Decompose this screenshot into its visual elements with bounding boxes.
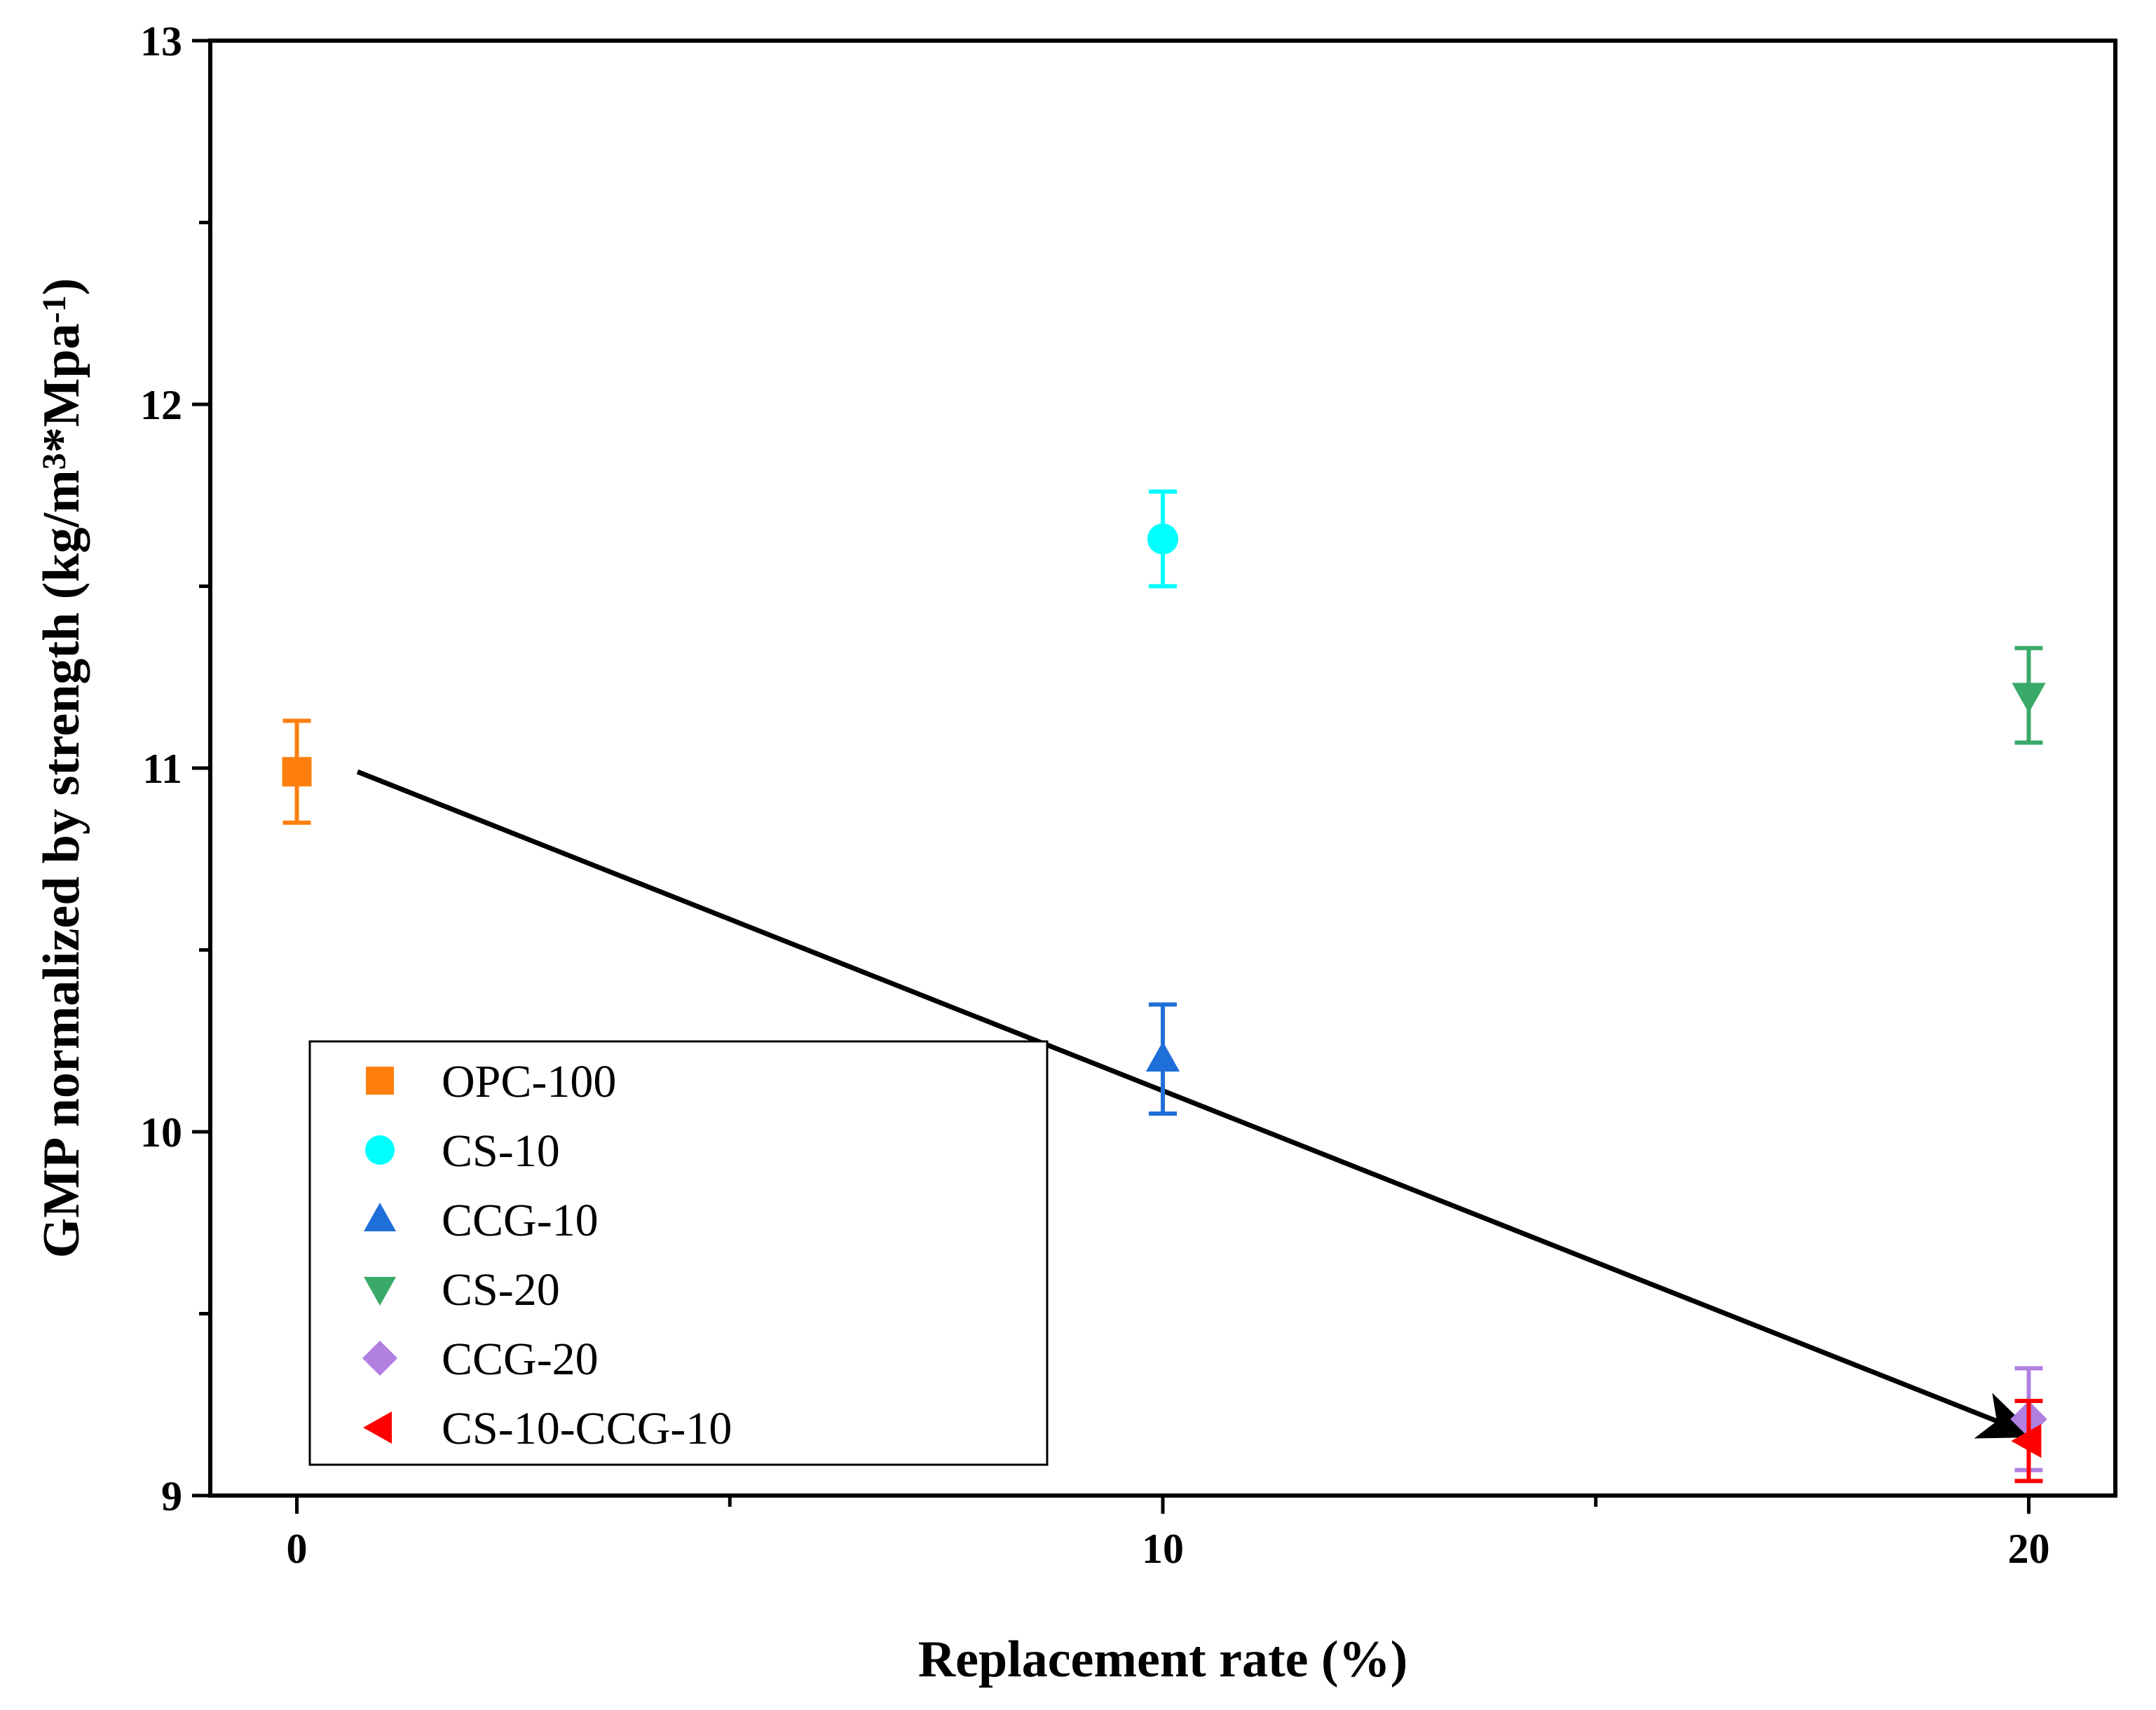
y-axis-title-part: GMP normalized by strength (kg/m (33, 470, 90, 1258)
data-point-ccg-10 (1145, 1041, 1180, 1072)
y-axis-title-part: ) (33, 278, 90, 296)
legend-marker (365, 1135, 395, 1165)
legend-marker (364, 1277, 396, 1306)
legend-marker (364, 1203, 396, 1231)
legend-label: CCG-20 (442, 1334, 599, 1385)
y-tick-label: 11 (142, 746, 182, 792)
series-cs-10-ccg-10 (2011, 1399, 2043, 1484)
x-tick-label: 10 (1142, 1526, 1184, 1572)
x-axis-title: Replacement rate (%) (918, 1631, 1408, 1688)
legend-item: CCG-20 (362, 1334, 599, 1385)
series-cs-20 (2012, 645, 2046, 745)
y-axis-title-part: *Mpa (33, 323, 90, 453)
x-tick-label: 0 (287, 1526, 308, 1572)
series-cs-10 (1147, 489, 1179, 589)
data-point-cs-20 (2012, 683, 2046, 713)
y-tick-label: 13 (140, 18, 182, 64)
y-axis-title: GMP normalized by strength (kg/m3*Mpa-1) (33, 278, 90, 1259)
legend-item: CS-20 (364, 1264, 560, 1315)
y-tick-label: 12 (140, 382, 182, 428)
legend-marker (363, 1411, 392, 1444)
legend-item: CS-10 (365, 1126, 560, 1177)
plot-frame (208, 39, 2117, 1498)
data-point-cs-10 (1147, 523, 1179, 555)
series-opc-100 (282, 718, 312, 825)
y-axis-title-superscript: -1 (36, 295, 73, 323)
series-ccg-10 (1145, 1002, 1180, 1116)
y-axis-title-superscript: 3 (36, 453, 73, 470)
data-point-opc-100 (282, 757, 312, 787)
legend-marker (362, 1341, 397, 1376)
legend-marker (366, 1067, 394, 1095)
trend-arrow (356, 769, 2038, 1439)
legend-label: CS-10 (442, 1126, 560, 1177)
data-layer (282, 489, 2047, 1484)
legend-label: CS-20 (442, 1264, 560, 1315)
annotation-layer (356, 769, 2038, 1439)
legend-item: CS-10-CCG-10 (363, 1403, 732, 1454)
y-tick-label: 10 (140, 1109, 182, 1156)
legend-label: CS-10-CCG-10 (442, 1403, 732, 1454)
data-point-cs-10-ccg-10 (2011, 1424, 2042, 1458)
legend-box (308, 1040, 1049, 1466)
legend-label: OPC-100 (442, 1056, 616, 1107)
y-tick-label: 9 (161, 1473, 182, 1519)
x-tick-label: 20 (2007, 1526, 2049, 1572)
legend-label: CCG-10 (442, 1195, 599, 1246)
legend: OPC-100 CS-10 CCG-10 CS-20 CCG-20 CS-10-CCG-1… (308, 1040, 1049, 1466)
ticks-layer: 0 10 20 9 10 11 12 13 (140, 18, 2049, 1572)
legend-item: OPC-100 (366, 1056, 616, 1107)
legend-item: CCG-10 (364, 1195, 599, 1246)
